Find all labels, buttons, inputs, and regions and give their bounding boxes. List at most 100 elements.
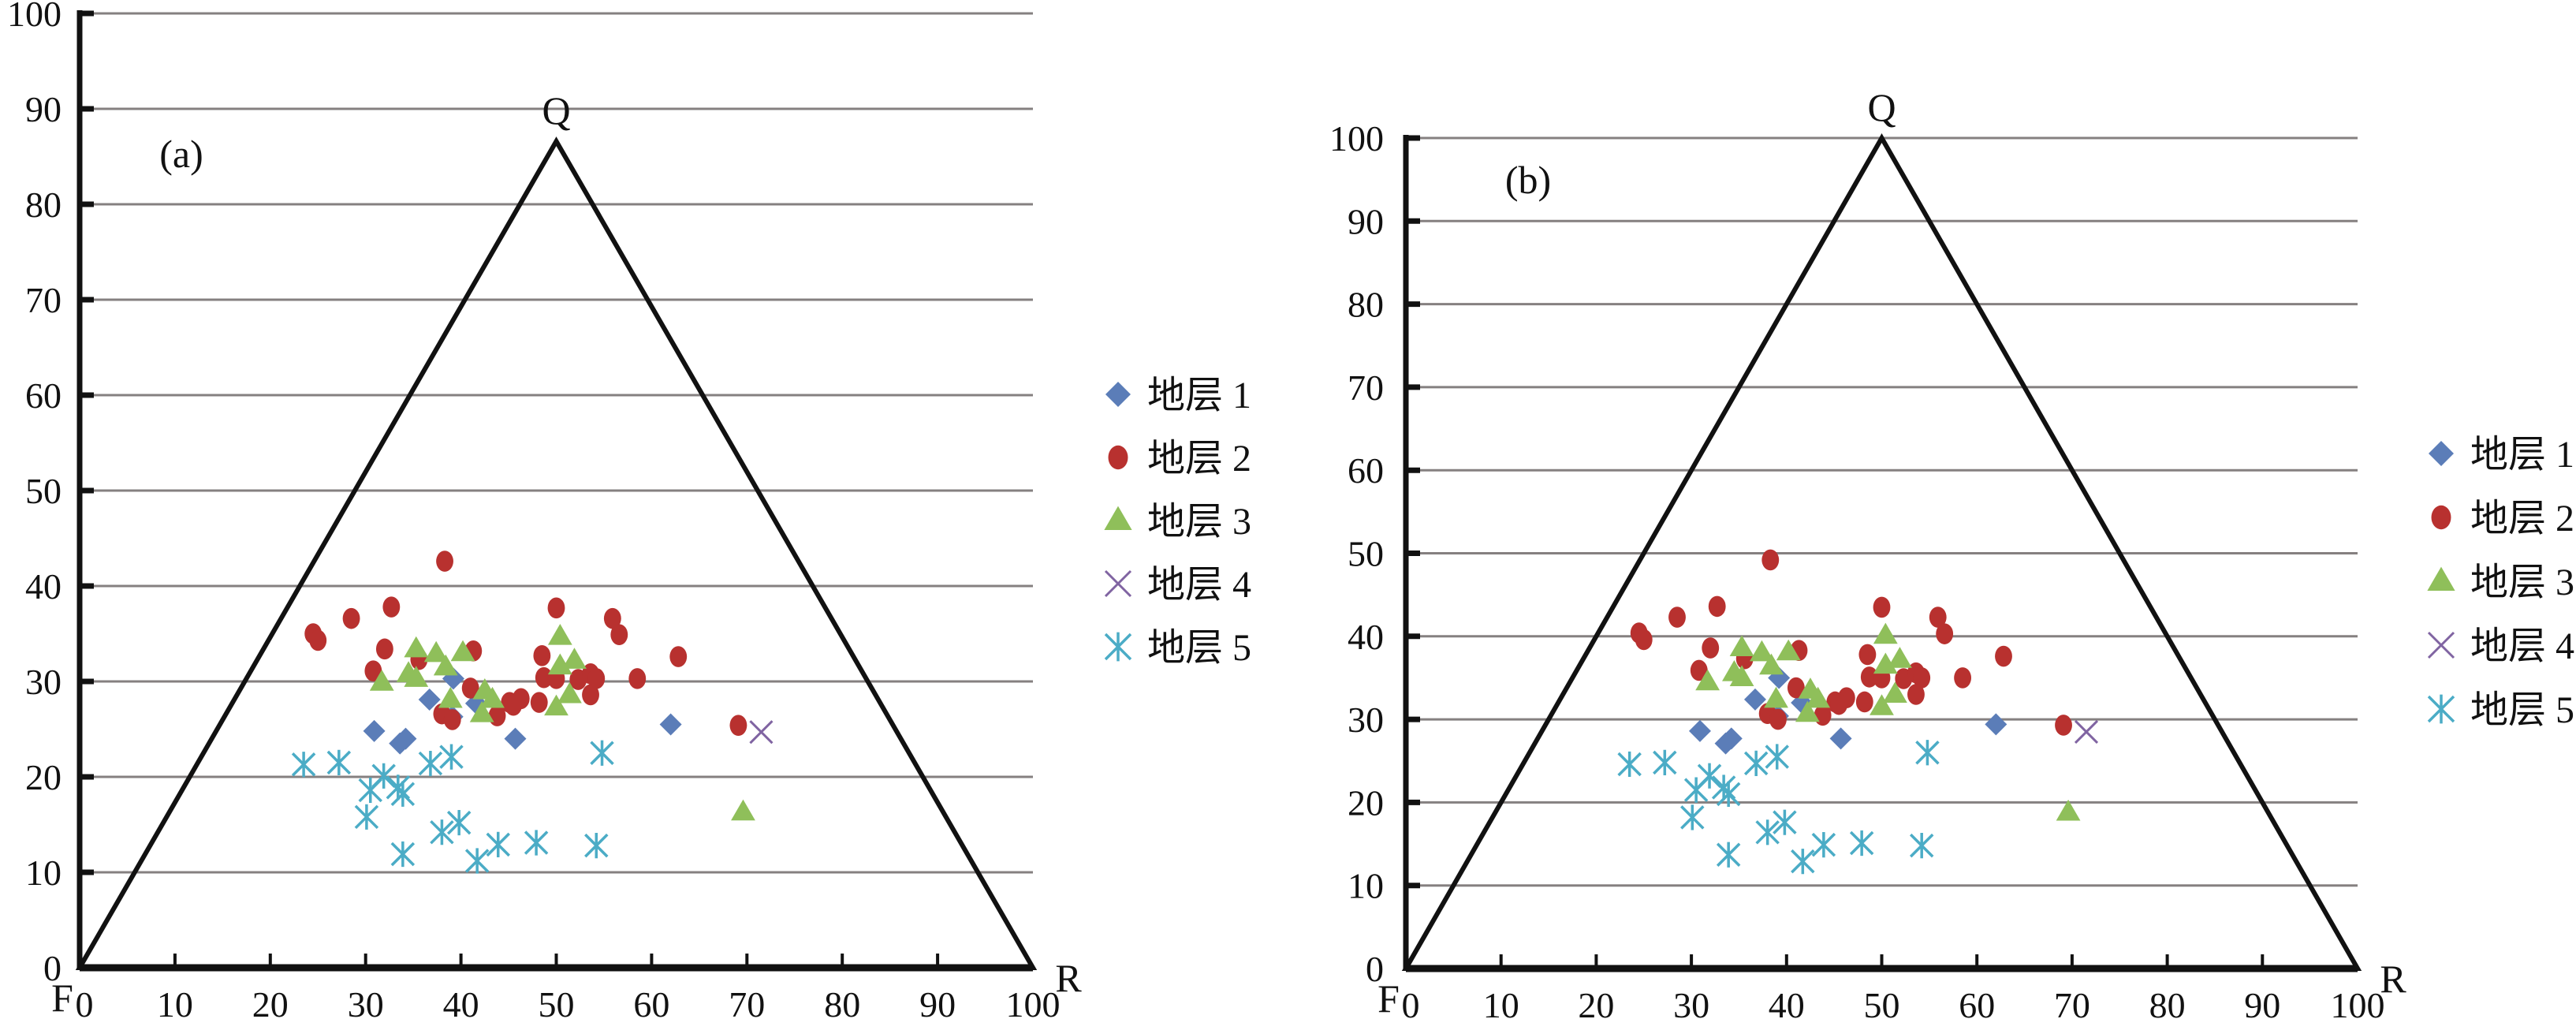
x-tick-label: 80 [824,984,860,1019]
data-point [562,648,587,669]
data-point [450,640,475,662]
x-tick-label: 80 [2149,985,2186,1019]
data-point-shape [1743,688,1766,711]
data-point-shape [1829,727,1852,750]
data-point [544,694,569,716]
data-point-shape [731,799,755,821]
data-point [1873,652,1898,674]
y-tick-label: 70 [25,280,62,320]
data-point [1702,637,1720,659]
data-point [547,624,572,645]
data-point-shape [1668,607,1686,628]
data-point [375,638,393,660]
y-tick-label: 60 [1348,450,1384,491]
legend-label: 地层 2 [1147,438,1251,480]
y-tick-label: 0 [1366,949,1384,989]
data-point [291,752,316,778]
data-point [2055,715,2072,736]
legend-item-layer-5: 地层 5 [1104,627,1251,669]
data-point-shape [1985,713,2007,736]
data-point [1829,727,1852,750]
data-point-shape [1635,629,1653,651]
data-point-shape [1873,622,1898,644]
data-point-shape [587,668,606,689]
data-point-shape [628,668,647,689]
data-point [446,809,472,836]
data-point [1855,691,1873,713]
data-point [749,720,774,745]
data-point-shape [1750,640,1774,662]
data-point [464,848,490,874]
legend-marker-icon-shape [1104,506,1132,530]
data-point-shape [386,775,411,801]
legend-item-layer-5: 地层 5 [2427,689,2574,731]
data-point-shape [433,654,458,676]
x-tick-label: 50 [539,984,575,1019]
x-tick-label: 60 [1959,985,1995,1019]
vertex-label-f: F [1377,976,1400,1019]
data-point-shape [1873,652,1898,674]
data-point-shape [404,666,429,687]
legend: 地层 1 地层 2 地层 3 地层 4 地层 5 [2427,434,2574,731]
data-point-shape [590,740,614,766]
data-point-shape [1806,686,1831,708]
data-point-shape [1729,665,1754,686]
legend-label: 地层 5 [2470,689,2574,731]
legend-item-layer-1: 地层 1 [1105,375,1251,416]
legend-marker-icon-shape [2431,505,2451,530]
data-point [469,701,494,722]
data-point-shape [1795,700,1820,722]
legend-marker-icon [1105,382,1131,407]
data-point [439,744,464,770]
x-tick-label: 20 [252,984,289,1019]
y-tick-label: 90 [1348,201,1384,241]
data-point [433,654,458,676]
data-point [731,799,755,821]
data-point-shape [1714,732,1737,755]
vertex-label-q: Q [542,88,570,133]
data-point-shape [436,551,453,572]
data-point [547,597,565,619]
data-point-shape [535,666,553,689]
data-point [1714,732,1737,755]
y-tick-label: 100 [1329,118,1384,159]
y-tick-label: 0 [43,948,62,988]
y-tick-label: 60 [25,375,62,416]
data-point-shape [505,694,523,716]
data-point [547,653,572,675]
legend-item-layer-3: 地层 3 [2427,562,2574,603]
data-point [504,727,527,750]
data-point-shape [1787,677,1805,699]
data-point [418,750,443,777]
data-point-shape [390,841,416,868]
data-point-shape [557,681,582,704]
data-point [1954,667,1972,689]
data-point-shape [486,831,510,858]
data-point-shape [1759,653,1784,675]
data-point [533,645,551,666]
data-point-shape [2074,719,2099,744]
data-point [1814,704,1832,726]
legend-marker-icon [1104,569,1132,598]
panel-label: (b) [1505,158,1551,202]
data-point [1849,830,1874,857]
x-tick-label: 70 [729,984,765,1019]
data-point-shape [1849,830,1874,857]
data-point [1795,700,1820,722]
vertex-label-q: Q [1867,85,1896,129]
data-point [418,688,441,711]
data-point [1776,639,1801,661]
data-point [1690,659,1708,681]
data-point [486,831,510,858]
y-tick-label: 20 [25,757,62,797]
data-point-shape [2055,715,2072,736]
chart-b: 0 10 20 30 40 50 60 70 80 90 100 0 10 20 30 40 50 60 70 80 9… [1329,85,2574,1019]
data-point [1811,832,1836,858]
data-point-shape [729,715,747,736]
x-tick-label: 60 [633,984,669,1019]
data-point-shape [562,648,587,669]
legend-item-layer-3: 地层 3 [1104,501,1251,543]
data-point-shape [603,607,621,629]
data-point-shape [749,720,774,745]
